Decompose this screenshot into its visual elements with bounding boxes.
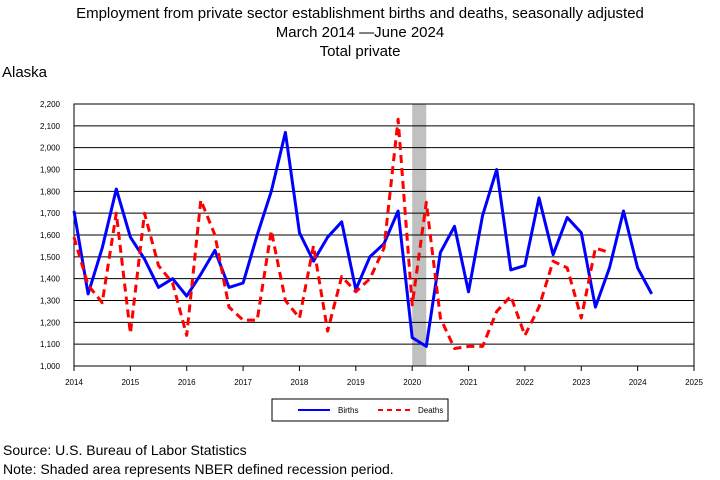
- source-note: Source: U.S. Bureau of Labor Statistics: [3, 442, 247, 458]
- y-tick-label: 1,700: [40, 209, 61, 218]
- x-tick-label: 2015: [121, 378, 139, 387]
- x-tick-label: 2023: [572, 378, 590, 387]
- x-tick-label: 2022: [516, 378, 534, 387]
- legend-label-births: Births: [338, 406, 358, 415]
- chart-title-block: Employment from private sector establish…: [0, 4, 720, 61]
- x-tick-label: 2025: [685, 378, 703, 387]
- series-line-deaths: [72, 117, 610, 350]
- series-line-births: [72, 130, 654, 348]
- plot-frame: [73, 103, 695, 367]
- y-tick-label: 1,400: [40, 275, 61, 284]
- y-tick-label: 2,000: [40, 144, 61, 153]
- y-tick-label: 1,300: [40, 297, 61, 306]
- y-tick-label: 1,900: [40, 166, 61, 175]
- recession-note: Note: Shaded area represents NBER define…: [3, 461, 394, 477]
- legend: Births Deaths: [271, 398, 449, 422]
- chart-subtitle: March 2014 —June 2024: [275, 24, 445, 41]
- x-tick-label: 2021: [460, 378, 478, 387]
- y-tick-label: 1,800: [40, 187, 61, 196]
- chart-title: Employment from private sector establish…: [76, 5, 644, 22]
- y-tick-label: 1,000: [40, 362, 61, 371]
- x-tick-label: 2018: [291, 378, 309, 387]
- x-tick-label: 2020: [403, 378, 421, 387]
- y-tick-label: 1,100: [40, 340, 61, 349]
- y-tick-label: 2,200: [40, 100, 61, 109]
- legend-label-deaths: Deaths: [418, 406, 443, 415]
- chart-subtitle-series: Total private: [319, 43, 401, 60]
- y-tick-label: 2,100: [40, 122, 61, 131]
- y-tick-label: 1,500: [40, 253, 61, 262]
- y-tick-label: 1,200: [40, 318, 61, 327]
- legend-box: [271, 398, 449, 422]
- region-label: Alaska: [2, 64, 48, 81]
- x-tick-label: 2014: [65, 378, 83, 387]
- x-tick-label: 2017: [234, 378, 252, 387]
- x-tick-label: 2016: [178, 378, 196, 387]
- x-tick-label: 2019: [347, 378, 365, 387]
- x-tick-label: 2024: [629, 378, 647, 387]
- y-tick-label: 1,600: [40, 231, 61, 240]
